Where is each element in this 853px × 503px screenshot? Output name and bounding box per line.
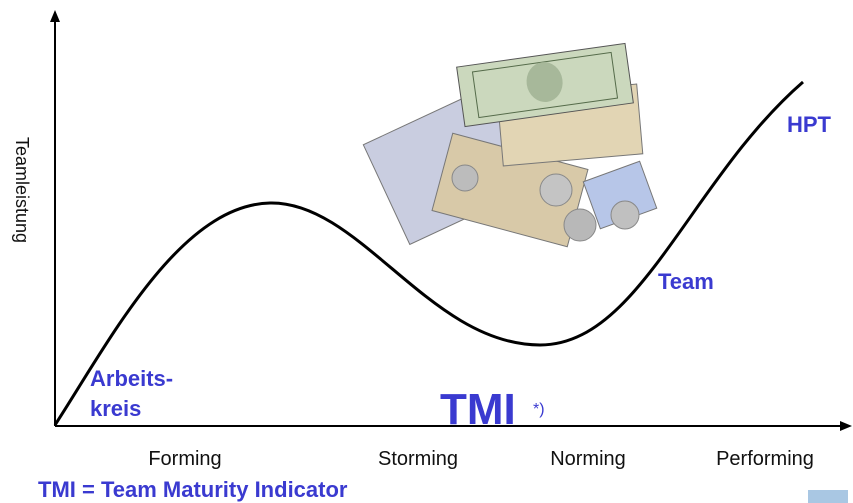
start-label-line: Arbeits-	[90, 366, 173, 391]
background	[0, 0, 853, 503]
tmi-footnote-mark: *)	[533, 401, 545, 418]
phase-label: Forming	[148, 448, 221, 470]
diagram: Teamleistung Arbeits- kreis Team HPT TMI…	[0, 0, 853, 503]
phase-label: Storming	[378, 448, 458, 470]
phase-label: Norming	[550, 448, 626, 470]
hpt-label: HPT	[787, 112, 832, 137]
footnote: TMI = Team Maturity Indicator	[38, 477, 348, 502]
corner-icon	[808, 490, 848, 503]
team-label: Team	[658, 269, 714, 294]
phase-label: Performing	[716, 448, 814, 470]
start-label-line: kreis	[90, 396, 141, 421]
y-axis-label: Teamleistung	[12, 137, 32, 243]
tmi-label: TMI	[440, 385, 516, 434]
